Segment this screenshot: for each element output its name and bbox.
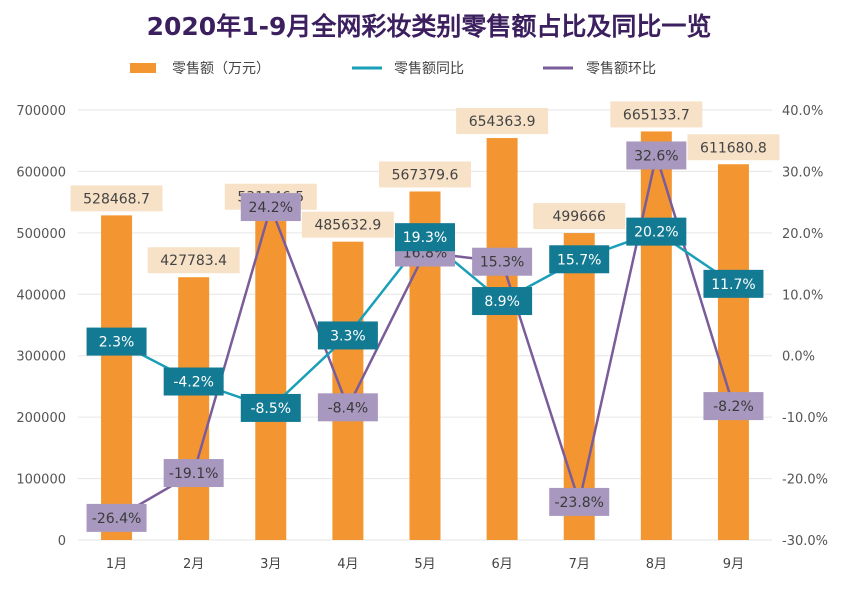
y-right-tick: -30.0% — [782, 534, 828, 549]
yoy-label: -4.2% — [173, 375, 214, 391]
bar-label-bg — [147, 247, 240, 274]
yoy-label-box — [163, 367, 224, 396]
y-right-tick: 20.0% — [782, 227, 823, 242]
yoy-label-box — [86, 327, 147, 356]
mom-label: -23.8% — [554, 495, 604, 511]
y-right-tick: 40.0% — [782, 104, 823, 119]
y-left-tick: 300000 — [16, 350, 66, 365]
bar-label-bg — [301, 211, 394, 238]
x-tick: 7月 — [569, 557, 590, 572]
bar-label: 611680.8 — [700, 140, 767, 156]
bar-label: 654363.9 — [469, 114, 536, 130]
x-tick: 1月 — [106, 557, 127, 572]
mom-label: -8.2% — [713, 399, 754, 415]
mom-label-box — [549, 487, 610, 516]
mom-label-box — [86, 503, 147, 532]
mom-label-box — [472, 247, 533, 276]
y-left-tick: 400000 — [16, 288, 66, 303]
yoy-label-box — [240, 393, 301, 422]
bar-label: 567379.6 — [392, 167, 459, 183]
mom-label: -26.4% — [92, 511, 142, 527]
x-tick: 4月 — [337, 557, 358, 572]
y-left-tick: 100000 — [16, 473, 66, 488]
y-right-tick: 0.0% — [782, 350, 815, 365]
legend-label-yoy: 零售额同比 — [394, 61, 464, 77]
bar — [717, 164, 749, 540]
yoy-label-box — [472, 287, 533, 316]
x-tick: 5月 — [414, 557, 435, 572]
bar — [255, 213, 287, 540]
legend: 零售额（万元） 零售额同比 零售额环比 — [130, 61, 656, 77]
bar — [486, 138, 518, 540]
yoy-label: -8.5% — [250, 401, 291, 417]
bar-label: 485632.9 — [314, 218, 381, 234]
yoy-label-box — [549, 245, 610, 274]
y-right-tick: -10.0% — [782, 411, 828, 426]
yoy-label-box — [703, 269, 764, 298]
mom-label: -8.4% — [328, 400, 369, 416]
bar-label-bg — [70, 185, 163, 212]
y-left-tick: 500000 — [16, 227, 66, 242]
x-tick: 6月 — [491, 557, 512, 572]
yoy-label-box — [626, 217, 687, 246]
bar-label-bg — [687, 134, 780, 161]
y-axis-right: -30.0% -20.0% -10.0% 0.0% 10.0% 20.0% 30.0% 40.… — [782, 104, 828, 549]
y-axis-left: 0 100000 200000 300000 400000 500000 600000 700… — [16, 104, 66, 549]
x-tick: 8月 — [646, 557, 667, 572]
bar-label: 499666 — [552, 209, 606, 225]
bar-label: 528468.7 — [83, 191, 150, 207]
yoy-label: 11.7% — [711, 277, 755, 293]
y-left-tick: 700000 — [16, 104, 66, 119]
bar-label-bg — [379, 161, 471, 188]
bar-label-bg — [533, 203, 626, 230]
mom-label: 15.3% — [480, 255, 524, 271]
y-right-tick: -20.0% — [782, 473, 828, 488]
yoy-label: 20.2% — [634, 225, 678, 241]
legend-swatch-retail — [130, 63, 156, 73]
bar-label: 427783.4 — [160, 253, 227, 269]
y-right-tick: 10.0% — [782, 288, 823, 303]
yoy-label: 3.3% — [330, 328, 366, 344]
bar-label-bg — [610, 101, 703, 128]
bar — [332, 241, 364, 540]
line-labels: -26.4%-19.1%24.2%-8.4%16.8%15.3%-23.8%32… — [86, 141, 764, 532]
x-tick: 3月 — [260, 557, 281, 572]
chart-title: 2020年1-9月全网彩妆类别零售额占比及同比一览 — [147, 12, 712, 41]
yoy-label: 2.3% — [99, 335, 135, 351]
yoy-label: 19.3% — [403, 230, 447, 246]
bar-label-bg — [456, 108, 549, 135]
yoy-label: 8.9% — [484, 294, 520, 310]
bar-label: 665133.7 — [623, 107, 690, 123]
yoy-label-box — [317, 321, 378, 350]
mom-label: 24.2% — [249, 200, 293, 216]
x-tick: 2月 — [183, 557, 204, 572]
yoy-label-box — [395, 223, 455, 252]
y-left-tick: 200000 — [16, 411, 66, 426]
x-axis: 1月 2月 3月 4月 5月 6月 7月 8月 9月 — [106, 557, 744, 572]
bar — [178, 277, 210, 540]
mom-label: -19.1% — [169, 466, 219, 482]
mom-label: 32.6% — [634, 148, 678, 164]
x-tick: 9月 — [723, 557, 744, 572]
mom-label-box — [240, 193, 301, 222]
legend-label-retail: 零售额（万元） — [172, 61, 270, 77]
y-left-tick: 0 — [58, 534, 66, 549]
mom-label-box — [626, 141, 687, 170]
yoy-label: 15.7% — [557, 252, 601, 268]
y-right-tick: 30.0% — [782, 165, 823, 180]
mom-label-box — [703, 392, 764, 421]
y-left-tick: 600000 — [16, 165, 66, 180]
legend-label-mom: 零售额环比 — [586, 61, 656, 77]
mom-label-box — [317, 393, 378, 422]
mom-label-box — [163, 459, 224, 488]
bar — [101, 215, 133, 540]
